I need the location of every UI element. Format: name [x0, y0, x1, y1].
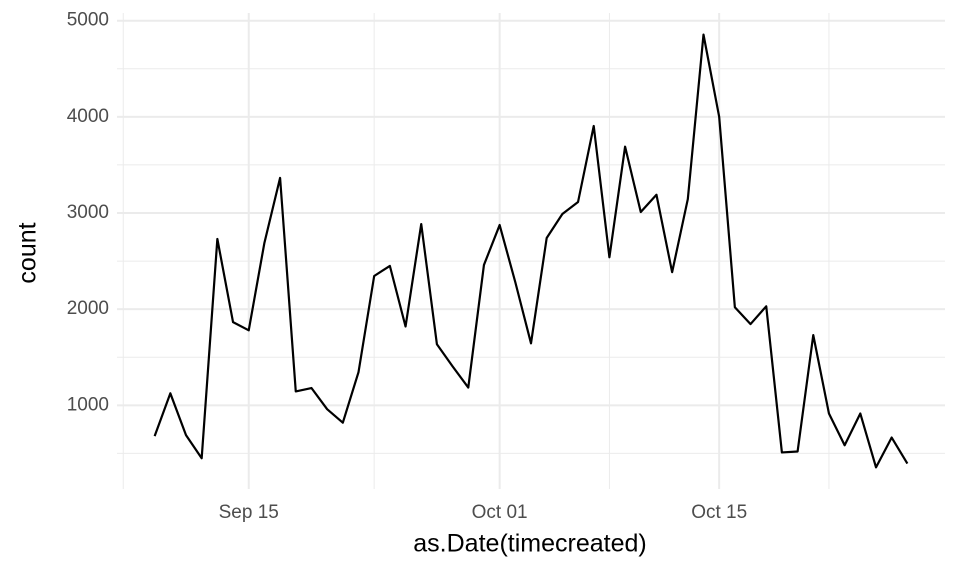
x-axis-title: as.Date(timecreated) — [413, 530, 646, 558]
y-tick-label: 1000 — [67, 394, 109, 415]
y-tick-label: 2000 — [67, 298, 109, 319]
y-tick-label: 4000 — [67, 106, 109, 127]
y-axis-title: count — [14, 222, 42, 283]
x-tick-label: Sep 15 — [219, 502, 279, 523]
x-tick-label: Oct 01 — [472, 502, 528, 523]
x-tick-label: Oct 15 — [691, 502, 747, 523]
data-line — [153, 33, 909, 469]
y-tick-label: 3000 — [67, 202, 109, 223]
y-tick-label: 5000 — [67, 10, 109, 31]
